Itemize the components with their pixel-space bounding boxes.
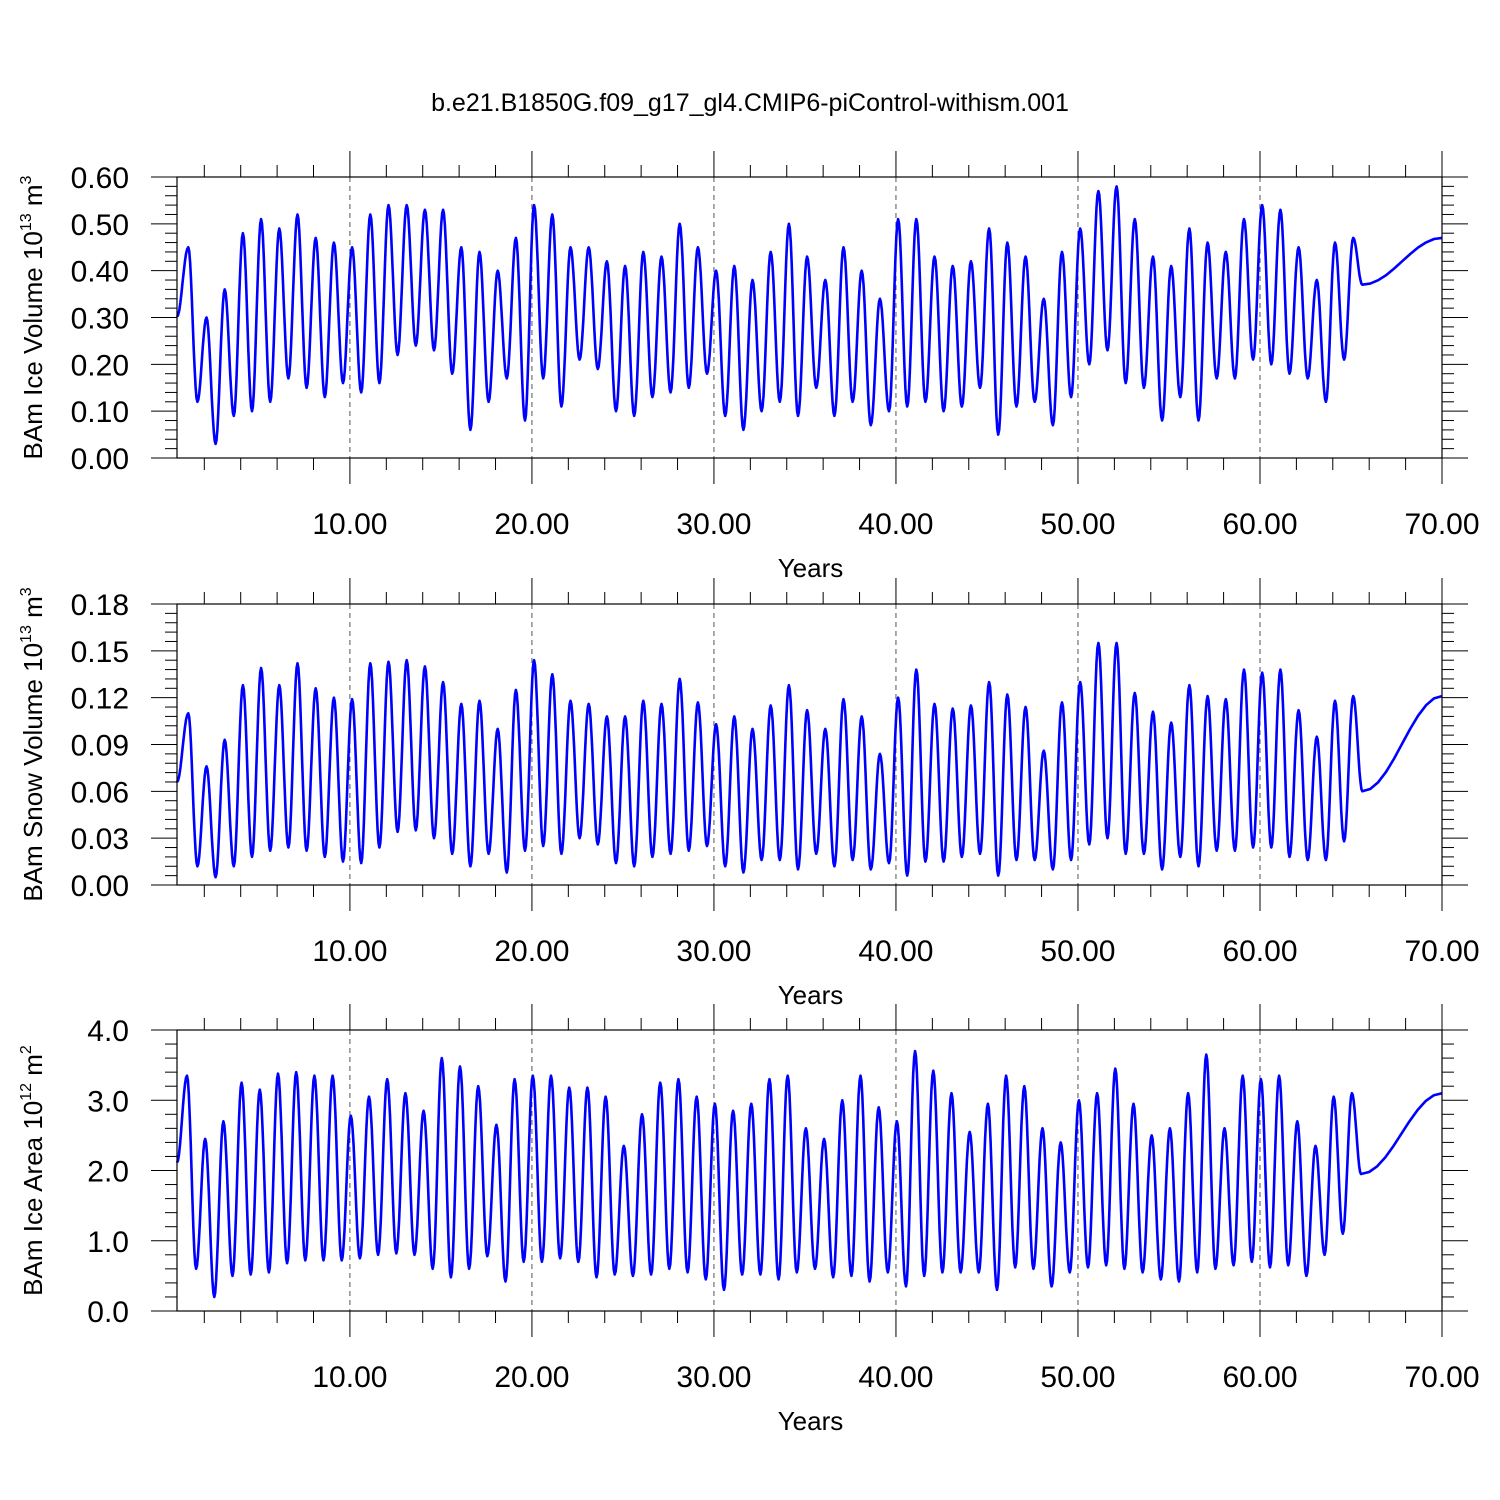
y-tick-label: 0.30 xyxy=(71,303,129,336)
x-tick-label: 50.00 xyxy=(1040,508,1115,541)
x-tick-label: 20.00 xyxy=(494,935,569,968)
figure-title: b.e21.B1850G.f09_g17_gl4.CMIP6-piControl… xyxy=(431,89,1069,117)
plot-frame xyxy=(176,1029,1443,1312)
x-tick-label: 10.00 xyxy=(312,508,387,541)
x-axis-title: Years xyxy=(778,553,844,583)
x-tick-label: 30.00 xyxy=(676,1361,751,1394)
x-tick-label: 30.00 xyxy=(676,935,751,968)
x-tick-label: 40.00 xyxy=(858,508,933,541)
x-tick-label: 60.00 xyxy=(1222,508,1297,541)
y-axis-title-unit: m xyxy=(18,596,48,625)
x-tick-label: 40.00 xyxy=(858,935,933,968)
x-tick-label: 70.00 xyxy=(1404,508,1479,541)
x-tick-label: 50.00 xyxy=(1040,1361,1115,1394)
y-axis-title: BAm Snow Volume 1013 m3 xyxy=(18,587,48,901)
y-tick-label: 0.03 xyxy=(71,823,129,856)
y-tick-label: 0.00 xyxy=(71,870,129,903)
x-axis-title: Years xyxy=(778,1406,844,1436)
series-line xyxy=(175,1049,1443,1299)
y-tick-label: 2.0 xyxy=(87,1156,129,1189)
x-tick-label: 70.00 xyxy=(1404,1361,1479,1394)
x-tick-label: 60.00 xyxy=(1222,1361,1297,1394)
y-tick-label: 0.60 xyxy=(71,162,129,195)
panel-2: 0.00 0.03 0.06 0.09 0.12 0.15 0.18 10.00 20.00 30… xyxy=(18,578,1480,1010)
x-tick-label: 40.00 xyxy=(858,1361,933,1394)
y-axis-title-unit-exponent: 3 xyxy=(18,587,35,596)
plot-frame xyxy=(176,176,1443,459)
y-tick-label: 0.10 xyxy=(71,396,129,429)
x-tick-label: 30.00 xyxy=(676,508,751,541)
panel-1: 0.00 0.10 0.20 0.30 0.40 0.50 0.60 10.00 20.00 30… xyxy=(18,151,1480,583)
y-tick-label: 1.0 xyxy=(87,1226,129,1259)
y-tick-label: 4.0 xyxy=(87,1015,129,1048)
y-tick-label: 0.09 xyxy=(71,730,129,763)
x-axis-title: Years xyxy=(778,980,844,1010)
y-tick-label: 3.0 xyxy=(87,1085,129,1118)
y-tick-label: 0.40 xyxy=(71,256,129,289)
x-tick-label: 20.00 xyxy=(494,508,569,541)
y-tick-label: 0.50 xyxy=(71,209,129,242)
plot-frame xyxy=(176,603,1443,886)
y-tick-label: 0.15 xyxy=(71,636,129,669)
y-axis-title-exponent: 13 xyxy=(18,213,35,231)
y-axis-title: BAm Ice Area 1012 m2 xyxy=(18,1045,48,1296)
x-tick-label: 10.00 xyxy=(312,935,387,968)
y-tick-label: 0.18 xyxy=(71,589,129,622)
series-line xyxy=(175,641,1443,879)
y-axis-title-base: BAm Ice Volume 10 xyxy=(18,231,48,459)
y-axis-title-unit: m xyxy=(18,184,48,213)
y-axis-title-exponent: 12 xyxy=(18,1083,35,1101)
y-tick-label: 0.06 xyxy=(71,776,129,809)
y-tick-label: 0.00 xyxy=(71,443,129,476)
y-axis-title-base: BAm Ice Area 10 xyxy=(18,1101,48,1296)
y-axis-title-unit-exponent: 2 xyxy=(18,1045,35,1054)
y-axis-title: BAm Ice Volume 1013 m3 xyxy=(18,175,48,459)
panel-3: 0.0 1.0 2.0 3.0 4.0 10.00 20.00 30.00 40.00 50.00… xyxy=(18,1004,1480,1436)
y-tick-label: 0.12 xyxy=(71,683,129,716)
x-tick-label: 50.00 xyxy=(1040,935,1115,968)
y-axis-title-exponent: 13 xyxy=(18,625,35,643)
x-tick-label: 20.00 xyxy=(494,1361,569,1394)
series-line xyxy=(175,185,1443,446)
y-tick-label: 0.0 xyxy=(87,1296,129,1329)
x-tick-label: 10.00 xyxy=(312,1361,387,1394)
x-tick-label: 60.00 xyxy=(1222,935,1297,968)
y-axis-title-unit-exponent: 3 xyxy=(18,175,35,184)
x-tick-label: 70.00 xyxy=(1404,935,1479,968)
y-axis-title-unit: m xyxy=(18,1054,48,1083)
y-axis-title-base: BAm Snow Volume 10 xyxy=(18,643,48,902)
y-tick-label: 0.20 xyxy=(71,349,129,382)
